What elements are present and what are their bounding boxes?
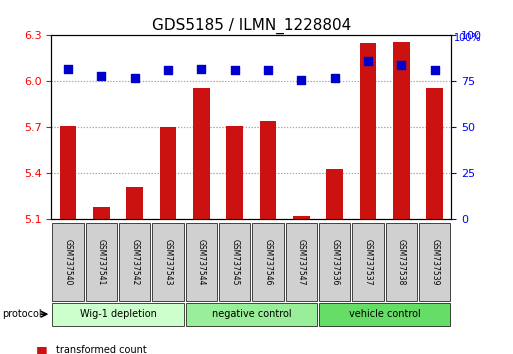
Text: GSM737547: GSM737547 (297, 239, 306, 285)
Text: GSM737542: GSM737542 (130, 239, 139, 285)
Text: protocol: protocol (3, 309, 42, 319)
Text: Wig-1 depletion: Wig-1 depletion (80, 309, 156, 319)
Bar (60, 126, 76, 219)
Text: GSM737543: GSM737543 (164, 239, 172, 285)
Bar (393, 41, 410, 219)
Text: vehicle control: vehicle control (349, 309, 421, 319)
Text: GSM737536: GSM737536 (330, 239, 339, 285)
Bar (126, 187, 143, 219)
Text: GSM737540: GSM737540 (64, 239, 72, 285)
Point (197, 66, 205, 72)
Text: GSM737545: GSM737545 (230, 239, 239, 285)
Text: GSM737538: GSM737538 (397, 239, 406, 285)
Text: transformed count: transformed count (56, 346, 147, 354)
Point (64, 66, 72, 72)
Text: ■: ■ (36, 344, 48, 354)
Text: 100%: 100% (454, 33, 482, 42)
Text: negative control: negative control (211, 309, 291, 319)
Text: GSM737544: GSM737544 (197, 239, 206, 285)
Bar (193, 87, 210, 219)
Point (230, 68, 239, 73)
Bar (293, 216, 310, 219)
Text: GSM737546: GSM737546 (264, 239, 272, 285)
Bar (260, 121, 277, 219)
Point (97, 73, 105, 79)
Point (430, 68, 439, 73)
Title: GDS5185 / ILMN_1228804: GDS5185 / ILMN_1228804 (152, 18, 351, 34)
Bar (226, 126, 243, 219)
Bar (360, 43, 377, 219)
Bar (426, 87, 443, 219)
Bar (160, 127, 176, 219)
Text: GSM737541: GSM737541 (97, 239, 106, 285)
Text: GSM737537: GSM737537 (364, 239, 372, 285)
Bar (326, 169, 343, 219)
Text: GSM737539: GSM737539 (430, 239, 439, 285)
Point (264, 68, 272, 73)
Point (397, 62, 405, 68)
Point (364, 58, 372, 64)
Point (130, 75, 139, 81)
Point (297, 77, 305, 82)
Point (164, 68, 172, 73)
Point (330, 75, 339, 81)
Bar (93, 207, 110, 219)
